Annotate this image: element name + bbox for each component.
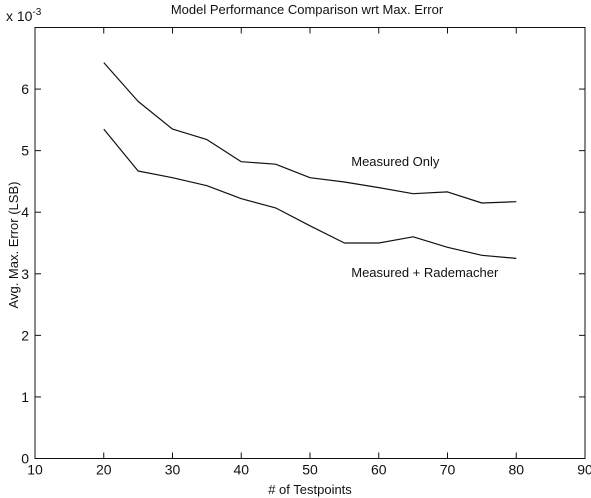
annotation-2: Measured + Rademacher	[351, 265, 499, 280]
x-tick-label: 80	[508, 462, 524, 478]
y-axis-label: Avg. Max. Error (LSB)	[6, 182, 21, 309]
series-line-2	[103, 128, 517, 259]
x-tick-label: 50	[302, 462, 318, 478]
y-tick-label: 3	[21, 266, 29, 282]
y-multiplier-exponent: -3	[32, 7, 41, 18]
y-multiplier-label: x 10-3	[6, 7, 42, 24]
axis-ticks: 10 20 30 40 50 60 70 80 90 0 1 2 3 4 5 6	[21, 27, 591, 478]
x-axis-label: # of Testpoints	[268, 482, 352, 497]
y-tick-label: 6	[21, 81, 29, 97]
x-tick-label: 70	[440, 462, 456, 478]
x-tick-label: 60	[371, 462, 387, 478]
x-tick-label: 20	[96, 462, 112, 478]
y-tick-label: 4	[21, 204, 29, 220]
y-tick-label: 0	[21, 451, 29, 467]
x-tick-label: 10	[27, 462, 43, 478]
x-tick-label: 30	[165, 462, 181, 478]
series-line-1	[103, 62, 517, 204]
annotations: Measured Only Measured + Rademacher	[351, 154, 499, 280]
y-tick-label: 2	[21, 327, 29, 343]
y-tick-label: 5	[21, 143, 29, 159]
chart-title: Model Performance Comparison wrt Max. Er…	[171, 2, 444, 17]
y-tick-label: 1	[21, 389, 29, 405]
annotation-1: Measured Only	[351, 154, 440, 169]
x-tick-label: 40	[233, 462, 249, 478]
x-tick-label: 90	[577, 462, 591, 478]
series-lines	[103, 62, 517, 259]
plot-frame	[34, 27, 586, 459]
